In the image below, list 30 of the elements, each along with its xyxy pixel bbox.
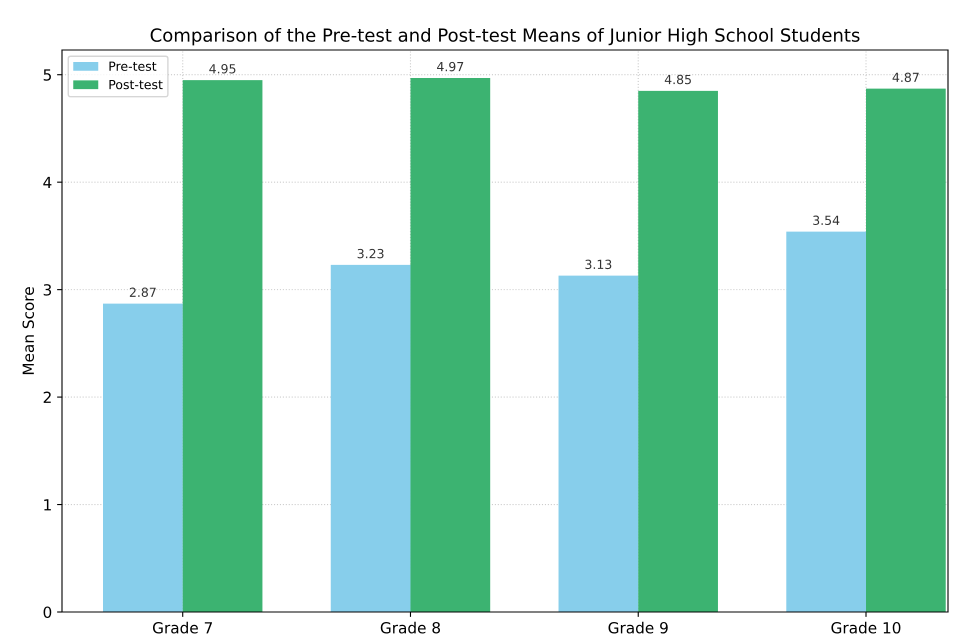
bar bbox=[558, 276, 638, 612]
data-label: 4.85 bbox=[664, 74, 691, 84]
y-tick-label: 5 bbox=[44, 69, 51, 81]
y-tick-label: 4 bbox=[43, 176, 52, 188]
data-label: 2.87 bbox=[130, 288, 156, 298]
legend-label: Post-test bbox=[109, 80, 163, 90]
bar bbox=[638, 90, 718, 612]
data-label: 3.23 bbox=[358, 248, 384, 258]
bar bbox=[786, 232, 866, 612]
data-label: 4.87 bbox=[892, 72, 919, 82]
bar bbox=[102, 304, 183, 612]
bar bbox=[866, 88, 946, 612]
bar bbox=[182, 80, 262, 612]
y-tick-label: 2 bbox=[44, 392, 51, 403]
legend-label: Pre-test bbox=[109, 62, 156, 71]
x-tick-label: Grade 9 bbox=[608, 622, 668, 634]
y-tick-label: 0 bbox=[44, 606, 52, 618]
y-tick-label: 3 bbox=[44, 284, 52, 296]
data-label: 4.97 bbox=[437, 62, 464, 72]
data-label: 4.95 bbox=[209, 64, 236, 74]
x-tick-label: Grade 7 bbox=[152, 622, 212, 634]
y-tick-label: 1 bbox=[44, 499, 51, 510]
chart-title: Comparison of the Pre-test and Post-test Means of Junior High School Students bbox=[150, 28, 860, 46]
data-label: 3.13 bbox=[585, 260, 612, 270]
x-tick-label: Grade 8 bbox=[380, 622, 440, 634]
x-tick-label: Grade 10 bbox=[831, 622, 900, 634]
bar bbox=[410, 78, 490, 612]
y-axis-title: Mean Score bbox=[22, 287, 34, 374]
bar bbox=[330, 264, 410, 612]
data-label: 3.54 bbox=[813, 216, 840, 226]
